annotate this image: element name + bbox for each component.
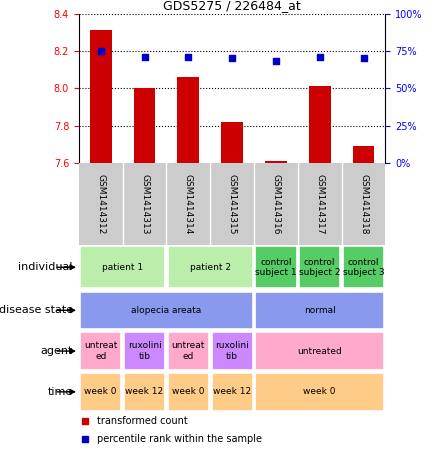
- Text: ruxolini
tib: ruxolini tib: [127, 342, 162, 361]
- Text: GSM1414316: GSM1414316: [272, 173, 280, 234]
- Text: normal: normal: [304, 306, 336, 315]
- Bar: [134, 88, 155, 163]
- FancyBboxPatch shape: [80, 292, 253, 329]
- Point: [360, 55, 367, 62]
- Text: GSM1414314: GSM1414314: [184, 173, 193, 234]
- Text: GSM1414318: GSM1414318: [359, 173, 368, 234]
- FancyBboxPatch shape: [212, 333, 253, 370]
- Bar: [353, 146, 374, 163]
- FancyBboxPatch shape: [168, 246, 253, 288]
- Bar: [265, 161, 287, 163]
- Text: control
subject 1: control subject 1: [255, 258, 297, 277]
- Text: disease state: disease state: [0, 305, 73, 315]
- Bar: [309, 87, 331, 163]
- Text: patient 1: patient 1: [102, 263, 143, 272]
- Text: individual: individual: [18, 262, 73, 272]
- Point: [272, 58, 279, 65]
- Point: [97, 48, 104, 55]
- FancyBboxPatch shape: [80, 246, 165, 288]
- Text: week 12: week 12: [125, 387, 164, 396]
- FancyBboxPatch shape: [212, 373, 253, 410]
- Text: percentile rank within the sample: percentile rank within the sample: [97, 434, 262, 444]
- Text: transformed count: transformed count: [97, 416, 188, 426]
- Text: week 0: week 0: [85, 387, 117, 396]
- FancyBboxPatch shape: [80, 333, 121, 370]
- Title: GDS5275 / 226484_at: GDS5275 / 226484_at: [163, 0, 301, 12]
- Text: time: time: [47, 387, 73, 397]
- Bar: [221, 122, 243, 163]
- Bar: [177, 77, 199, 163]
- FancyBboxPatch shape: [299, 246, 340, 288]
- Point: [229, 55, 236, 62]
- Text: untreat
ed: untreat ed: [172, 342, 205, 361]
- Text: GSM1414315: GSM1414315: [228, 173, 237, 234]
- Text: alopecia areata: alopecia areata: [131, 306, 201, 315]
- Text: week 12: week 12: [213, 387, 251, 396]
- Text: week 0: week 0: [172, 387, 205, 396]
- Text: untreat
ed: untreat ed: [84, 342, 117, 361]
- FancyBboxPatch shape: [343, 246, 384, 288]
- FancyBboxPatch shape: [168, 333, 209, 370]
- FancyBboxPatch shape: [124, 373, 165, 410]
- FancyBboxPatch shape: [255, 292, 384, 329]
- Text: agent: agent: [40, 346, 73, 356]
- Point: [185, 53, 192, 61]
- Text: control
subject 2: control subject 2: [299, 258, 340, 277]
- FancyBboxPatch shape: [255, 373, 384, 410]
- Text: untreated: untreated: [297, 347, 342, 356]
- FancyBboxPatch shape: [168, 373, 209, 410]
- Bar: [90, 30, 112, 163]
- FancyBboxPatch shape: [124, 333, 165, 370]
- Text: control
subject 3: control subject 3: [343, 258, 385, 277]
- Text: GSM1414312: GSM1414312: [96, 173, 105, 234]
- FancyBboxPatch shape: [255, 333, 384, 370]
- FancyBboxPatch shape: [80, 373, 121, 410]
- Text: patient 2: patient 2: [190, 263, 231, 272]
- Text: week 0: week 0: [304, 387, 336, 396]
- Point: [141, 53, 148, 61]
- FancyBboxPatch shape: [255, 246, 297, 288]
- Text: GSM1414313: GSM1414313: [140, 173, 149, 234]
- Point: [316, 53, 323, 61]
- Text: ruxolini
tib: ruxolini tib: [215, 342, 249, 361]
- Text: GSM1414317: GSM1414317: [315, 173, 324, 234]
